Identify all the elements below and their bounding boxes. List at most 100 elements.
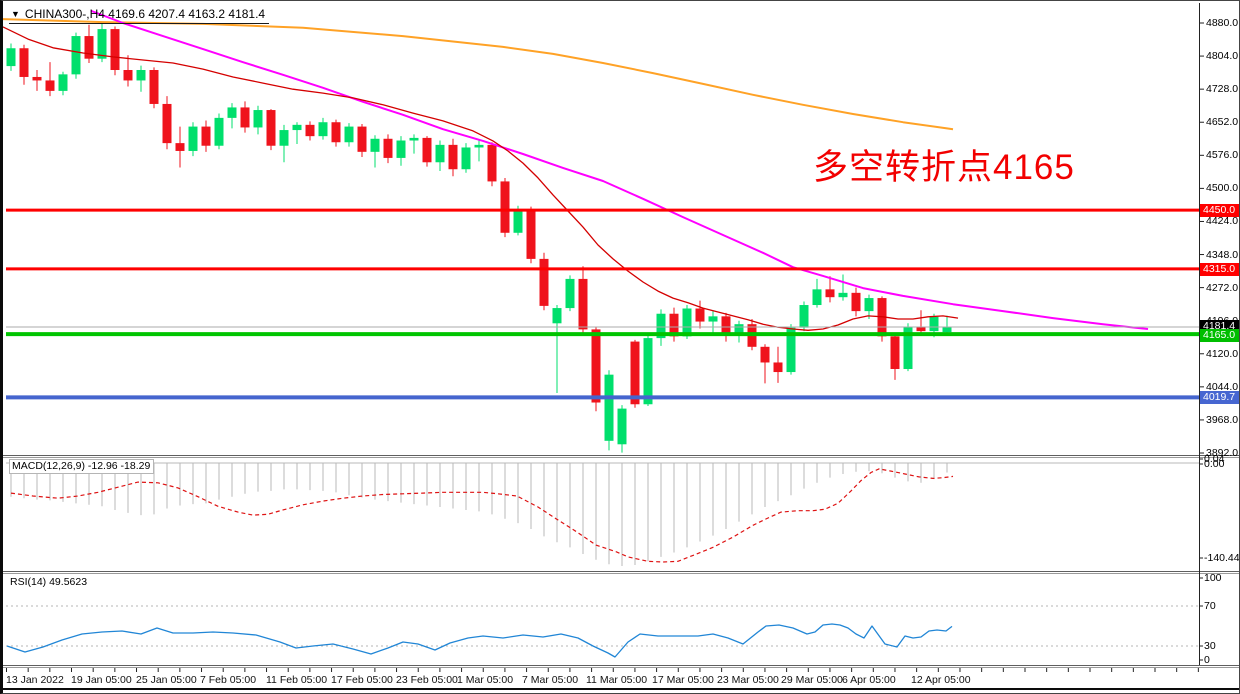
candle-body: [149, 70, 159, 104]
rsi-axis-label: 30: [1204, 640, 1216, 652]
rsi-axis-label: 100: [1204, 572, 1222, 584]
candle-body: [591, 329, 601, 403]
candle-body: [409, 137, 419, 141]
price-level-tag: 4019.7: [1200, 391, 1239, 404]
candle-body: [175, 143, 185, 151]
annotation-text[interactable]: 多空转折点4165: [813, 148, 1075, 187]
panel-separator-timeaxis: [3, 665, 1239, 668]
candle-body: [19, 48, 29, 77]
price-level-tag: 4315.0: [1200, 263, 1239, 276]
candle-body: [773, 362, 783, 373]
price-axis-label: 3892.0: [1206, 447, 1239, 459]
candle-body: [708, 316, 718, 322]
candle-body: [721, 316, 731, 335]
symbol-dropdown-icon[interactable]: ▼: [11, 9, 20, 19]
price-level-tag: 4450.0: [1200, 204, 1239, 217]
candle-body: [526, 209, 536, 259]
candle-body: [318, 122, 328, 137]
fast-ma-line: [3, 26, 959, 331]
price-axis-label: 4804.0: [1206, 50, 1239, 63]
time-axis-label: 17 Feb 05:00: [331, 674, 393, 686]
macd-axis-label: -140.44: [1204, 552, 1240, 564]
candle-body: [201, 126, 211, 146]
candle-body: [123, 70, 133, 81]
candle-body: [110, 29, 120, 71]
candle-body: [461, 147, 471, 170]
candle-body: [97, 29, 107, 59]
candle-body: [214, 117, 224, 146]
candle-body: [799, 305, 809, 328]
time-axis-label: 11 Mar 05:00: [586, 674, 648, 686]
labels-layer: ▼ CHINA300-,H4 4169.6 4207.4 4163.2 4181…: [3, 1, 1240, 693]
time-axis-label: 19 Jan 05:00: [71, 674, 132, 686]
candle-body: [851, 292, 861, 312]
time-axis-label: 29 Mar 05:00: [781, 674, 843, 686]
rsi-axis-label: 0: [1204, 654, 1210, 666]
time-axis-label: 25 Jan 05:00: [136, 674, 197, 686]
candle-body: [734, 324, 744, 335]
panel-separator-rsi[interactable]: [3, 571, 1239, 574]
price-axis-label: 4728.0: [1206, 83, 1239, 96]
candle-body: [396, 140, 406, 158]
candle-body: [500, 181, 510, 233]
candle-body: [292, 124, 302, 131]
price-axis-label: 4880.0: [1206, 17, 1239, 29]
rsi-axis-label: 70: [1204, 600, 1216, 612]
window-bottom-edge: [3, 688, 1239, 690]
candle-body: [513, 209, 523, 233]
panel-separator-macd[interactable]: [3, 455, 1239, 458]
candle-body: [812, 289, 822, 306]
candle-body: [136, 70, 146, 81]
macd-axis-label: 0.00: [1204, 458, 1225, 470]
candle-body: [487, 144, 497, 182]
time-axis-label: 12 Apr 05:00: [911, 674, 971, 686]
candle-body: [6, 48, 16, 67]
candle-body: [539, 258, 549, 306]
candle-body: [266, 110, 276, 146]
candle-body: [682, 308, 692, 337]
candle-body: [864, 298, 874, 312]
candle-body: [565, 278, 575, 309]
candle-body: [227, 107, 237, 118]
macd-axis-label: 0.04: [1204, 453, 1225, 465]
price-axis-label: 4576.0: [1206, 149, 1239, 162]
candle-body: [422, 137, 432, 163]
slow-ma-line: [3, 18, 954, 131]
chart-canvas[interactable]: [3, 1, 1240, 694]
candle-body: [630, 341, 640, 405]
candle-body: [84, 36, 94, 59]
chart-title-bar[interactable]: ▼ CHINA300-,H4 4169.6 4207.4 4163.2 4181…: [9, 7, 270, 24]
candle-body: [474, 144, 484, 148]
candle-body: [617, 408, 627, 445]
candle-body: [916, 326, 926, 332]
time-axis-label: 23 Mar 05:00: [717, 674, 779, 686]
candle-body: [435, 144, 445, 163]
candle-body: [383, 138, 393, 158]
candle-body: [357, 126, 367, 152]
time-axis-label: 7 Mar 05:00: [522, 674, 579, 686]
price-axis-label: 4652.0: [1206, 116, 1239, 129]
candle-body: [760, 346, 770, 363]
candle-body: [188, 126, 198, 151]
candle-body: [58, 74, 68, 91]
time-axis-label: 23 Feb 05:00: [396, 674, 458, 686]
price-axis-label: 4272.0: [1206, 281, 1239, 294]
time-axis-label: 11 Feb 05:00: [266, 674, 328, 686]
time-axis-label: 7 Feb 05:00: [200, 674, 257, 686]
chart-title: CHINA300-,H4 4169.6 4207.4 4163.2 4181.4: [24, 7, 266, 21]
candle-body: [825, 289, 835, 298]
candle-body: [890, 336, 900, 370]
candle-body: [162, 103, 172, 144]
candle-body: [370, 138, 380, 152]
candle-body: [253, 110, 263, 128]
candle-body: [279, 130, 289, 146]
candle-body: [903, 326, 913, 370]
candle-body: [942, 327, 952, 333]
time-axis-label: 6 Apr 05:00: [842, 674, 896, 686]
price-axis-label: 3968.0: [1206, 413, 1239, 426]
rsi-indicator-label: RSI(14) 49.5623: [10, 576, 88, 588]
price-axis-label: 4044.0: [1206, 380, 1239, 393]
candle-body: [71, 36, 81, 75]
price-axis-label: 4424.0: [1206, 215, 1239, 228]
